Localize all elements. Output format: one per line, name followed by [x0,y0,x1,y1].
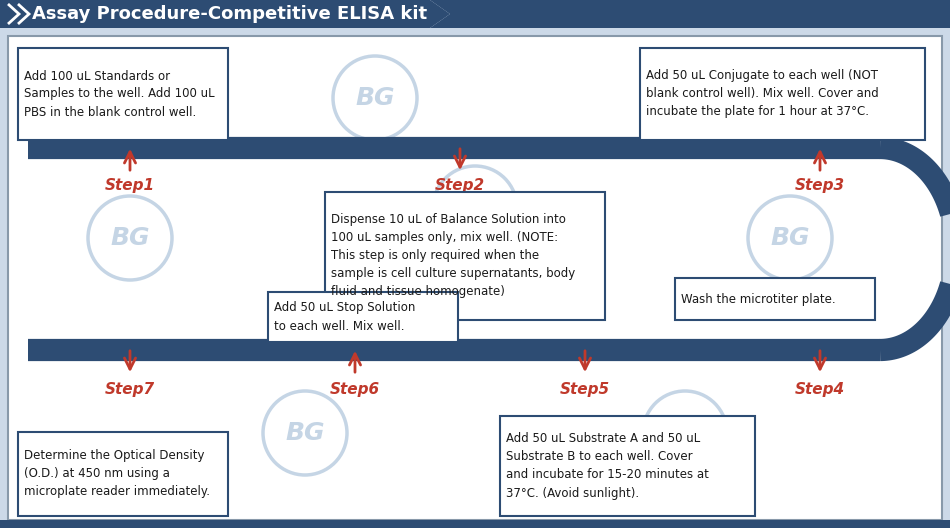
Text: Step3: Step3 [795,178,846,193]
Text: Step2: Step2 [435,178,485,193]
Text: Step7: Step7 [104,382,155,397]
Text: BG: BG [355,86,395,110]
Text: Wash the microtiter plate.: Wash the microtiter plate. [681,293,836,306]
Text: Assay Procedure-Competitive ELISA kit: Assay Procedure-Competitive ELISA kit [32,5,428,23]
FancyBboxPatch shape [18,48,228,140]
Bar [0,520,950,528]
Bar [0,0,950,28]
Text: Add 50 uL Substrate A and 50 uL
Substrate B to each well. Cover
and incubate for: Add 50 uL Substrate A and 50 uL Substrat… [506,432,709,499]
Polygon shape [0,0,450,28]
Text: BG: BG [455,196,495,220]
Text: BG: BG [780,86,820,110]
Text: Dispense 10 uL of Balance Solution into
100 uL samples only, mix well. (NOTE:
Th: Dispense 10 uL of Balance Solution into … [331,213,576,298]
Text: Add 50 uL Stop Solution
to each well. Mix well.: Add 50 uL Stop Solution to each well. Mi… [274,301,415,333]
FancyBboxPatch shape [268,292,458,342]
Text: BG: BG [285,421,325,445]
Text: Determine the Optical Density
(O.D.) at 450 nm using a
microplate reader immedia: Determine the Optical Density (O.D.) at … [24,449,210,498]
Text: BG: BG [60,86,100,110]
FancyBboxPatch shape [640,48,925,140]
FancyBboxPatch shape [18,432,228,516]
Text: Step1: Step1 [104,178,155,193]
FancyBboxPatch shape [325,192,605,320]
FancyBboxPatch shape [675,278,875,320]
Text: BG: BG [665,421,705,445]
FancyBboxPatch shape [500,416,755,516]
Text: BG: BG [770,226,809,250]
Text: Step6: Step6 [330,382,380,397]
Text: BG: BG [110,226,150,250]
Text: Step4: Step4 [795,382,846,397]
Text: Step5: Step5 [560,382,610,397]
Text: Add 50 uL Conjugate to each well (NOT
blank control well). Mix well. Cover and
i: Add 50 uL Conjugate to each well (NOT bl… [646,70,879,118]
Polygon shape [430,0,450,28]
Text: Add 100 uL Standards or
Samples to the well. Add 100 uL
PBS in the blank control: Add 100 uL Standards or Samples to the w… [24,70,215,118]
